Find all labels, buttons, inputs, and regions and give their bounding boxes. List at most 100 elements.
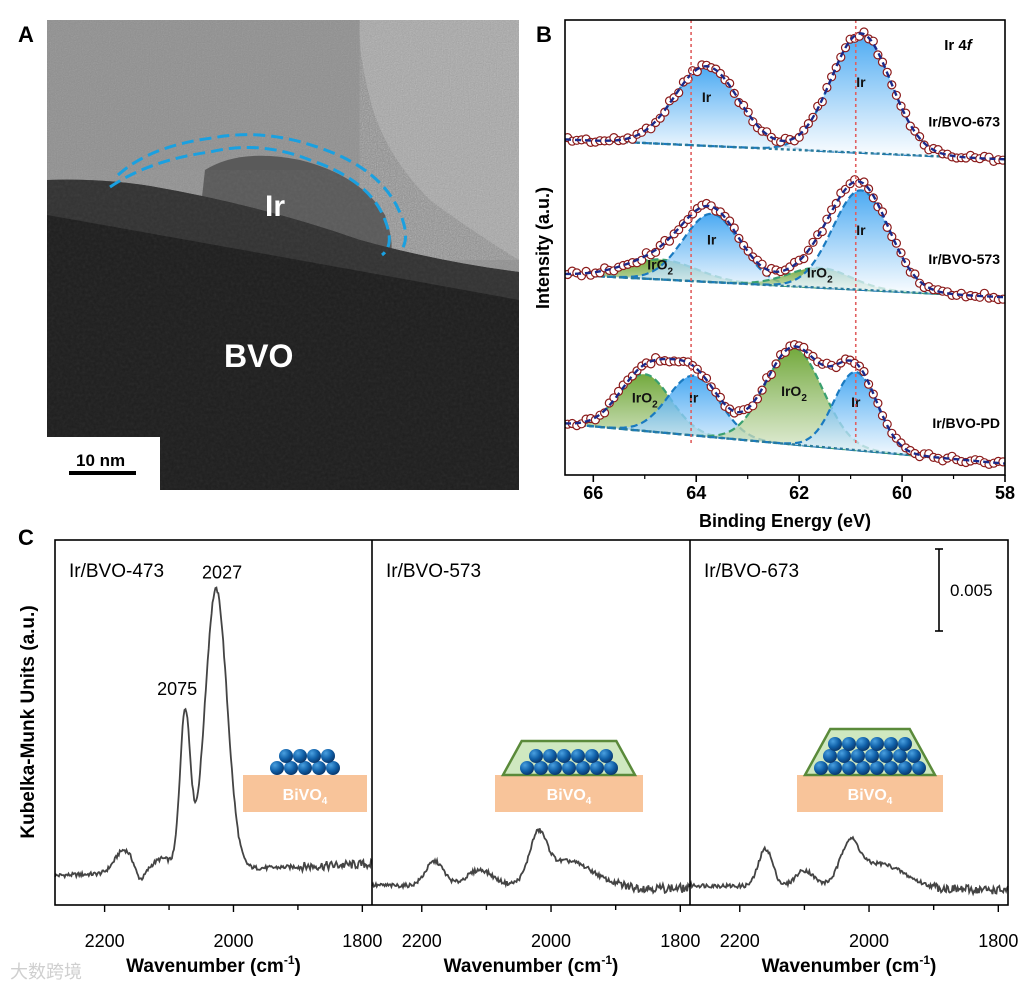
xps-title: Ir 4f (944, 37, 974, 54)
ir-atom-sphere (529, 749, 543, 763)
ir-atom-sphere (907, 749, 921, 763)
component-outline (565, 370, 1005, 465)
ir-atom-sphere (576, 761, 590, 775)
ir-atom-sphere (571, 749, 585, 763)
fit-component-ir (565, 33, 1005, 160)
x-tick-label: 64 (686, 483, 706, 503)
ir-atom-sphere (590, 761, 604, 775)
peak-label-text: Ir (851, 394, 861, 410)
drifts-x-label: Wavenumber (cm-1) (444, 953, 619, 977)
substrate-label-subscript: 4 (586, 796, 592, 807)
drifts-y-label: Kubelka-Munk Units (a.u.) (18, 605, 39, 838)
x-tick-label: 1800 (342, 931, 382, 951)
ir-outline-inner (109, 146, 391, 257)
x-label-part: -1 (284, 953, 295, 967)
spectrum-line (54, 586, 373, 882)
data-point (877, 411, 888, 421)
bivo4-substrate (495, 775, 643, 812)
ir-atom-sphere (828, 737, 842, 751)
peak-label-text: Ir (689, 390, 699, 406)
xps-x-label: Binding Energy (eV) (699, 511, 871, 531)
spectrum-label: Ir/BVO-673 (928, 114, 1000, 130)
peak-label-text: Ir (702, 89, 712, 105)
peak-label: IrO2 (781, 383, 807, 404)
ir-atom-sphere (851, 749, 865, 763)
fit-component-ir (565, 190, 1005, 298)
spectrum-label: Ir/BVO-573 (928, 251, 1000, 267)
x-tick-label: 1800 (978, 931, 1018, 951)
data-point (748, 117, 758, 127)
spectrum-line (689, 835, 1009, 897)
peak-label: IrO2 (807, 265, 833, 286)
spectrum-label: Ir/BVO-PD (932, 415, 1000, 431)
peak-label-text: IrO (632, 390, 652, 406)
substrate-label-text: BiVO (547, 787, 586, 804)
x-label-part: -1 (919, 953, 930, 967)
peak-label-text: Ir (856, 74, 866, 90)
x-label-part: Wavenumber (cm (762, 956, 920, 977)
component-outline (565, 266, 1005, 299)
fit-component-ir (565, 213, 1005, 298)
x-tick-label: 2200 (85, 931, 125, 951)
xps-spectrum: Ir Ir (565, 27, 1005, 166)
peak-label: Ir (851, 394, 861, 410)
substrate-label-subscript: 4 (322, 796, 328, 807)
peak-label: Ir (856, 222, 866, 238)
panel-sample-label: Ir/BVO-473 (69, 561, 164, 582)
ir-atom-sphere (520, 761, 534, 775)
ir-atom-sphere (599, 749, 613, 763)
fit-component-ir (565, 66, 1005, 160)
ir-atom-sphere (837, 749, 851, 763)
substrate-label-subscript: 4 (887, 796, 893, 807)
ir-atom-sphere (557, 749, 571, 763)
fit-component-iro2 (565, 347, 1005, 464)
scale-bar-value: 0.005 (950, 581, 993, 600)
ir-particle-label: Ir (265, 190, 285, 223)
x-label-part: ) (295, 956, 301, 977)
x-label-part: ) (612, 956, 618, 977)
ir-atom-sphere (870, 737, 884, 751)
ir-atom-sphere (828, 761, 842, 775)
ir-atom-sphere (823, 749, 837, 763)
substrate-label-text: BiVO (848, 787, 887, 804)
peak-label-subscript: 2 (668, 266, 674, 277)
ir-atom-sphere (326, 761, 340, 775)
tem-image: Ir BVO 10 nm (47, 20, 519, 490)
ir-atom-sphere (279, 749, 293, 763)
ir-atom-sphere (912, 761, 926, 775)
data-point (877, 57, 888, 67)
ir-atom-sphere (865, 749, 879, 763)
peak-annotation: 2075 (157, 679, 197, 699)
ir-atom-sphere (534, 761, 548, 775)
x-tick-label: 2200 (720, 931, 760, 951)
xps-axes-frame (564, 19, 1006, 476)
peak-label: Ir (856, 74, 866, 90)
bvo-label: BVO (224, 338, 293, 374)
x-tick-label: 2000 (213, 931, 253, 951)
panel-c-letter: C (18, 525, 34, 550)
x-label-part: Wavenumber (cm (126, 956, 284, 977)
peak-label-text: IrO (781, 383, 801, 399)
drifts-x-label: Wavenumber (cm-1) (762, 953, 937, 977)
drifts-axes-frame (54, 539, 1009, 906)
data-point (683, 74, 693, 84)
ir-atom-sphere (870, 761, 884, 775)
component-outline (565, 189, 1005, 299)
ir-atom-sphere (284, 761, 298, 775)
peak-label-text: Ir (856, 222, 866, 238)
peak-label-subscript: 2 (652, 400, 658, 411)
x-label-part: -1 (601, 953, 612, 967)
envelope-fit (565, 180, 1005, 299)
ir-atom-sphere (562, 761, 576, 775)
ir-atom-sphere (898, 761, 912, 775)
peak-label-subscript: 2 (827, 275, 833, 286)
ir-atom-sphere (893, 749, 907, 763)
ir-atom-sphere (585, 749, 599, 763)
ir-atom-sphere (856, 737, 870, 751)
scale-bar-label: 10 nm (76, 451, 125, 470)
ir-atom-sphere (321, 749, 335, 763)
peak-label-text: Ir (707, 232, 717, 248)
ir-atom-sphere (898, 737, 912, 751)
